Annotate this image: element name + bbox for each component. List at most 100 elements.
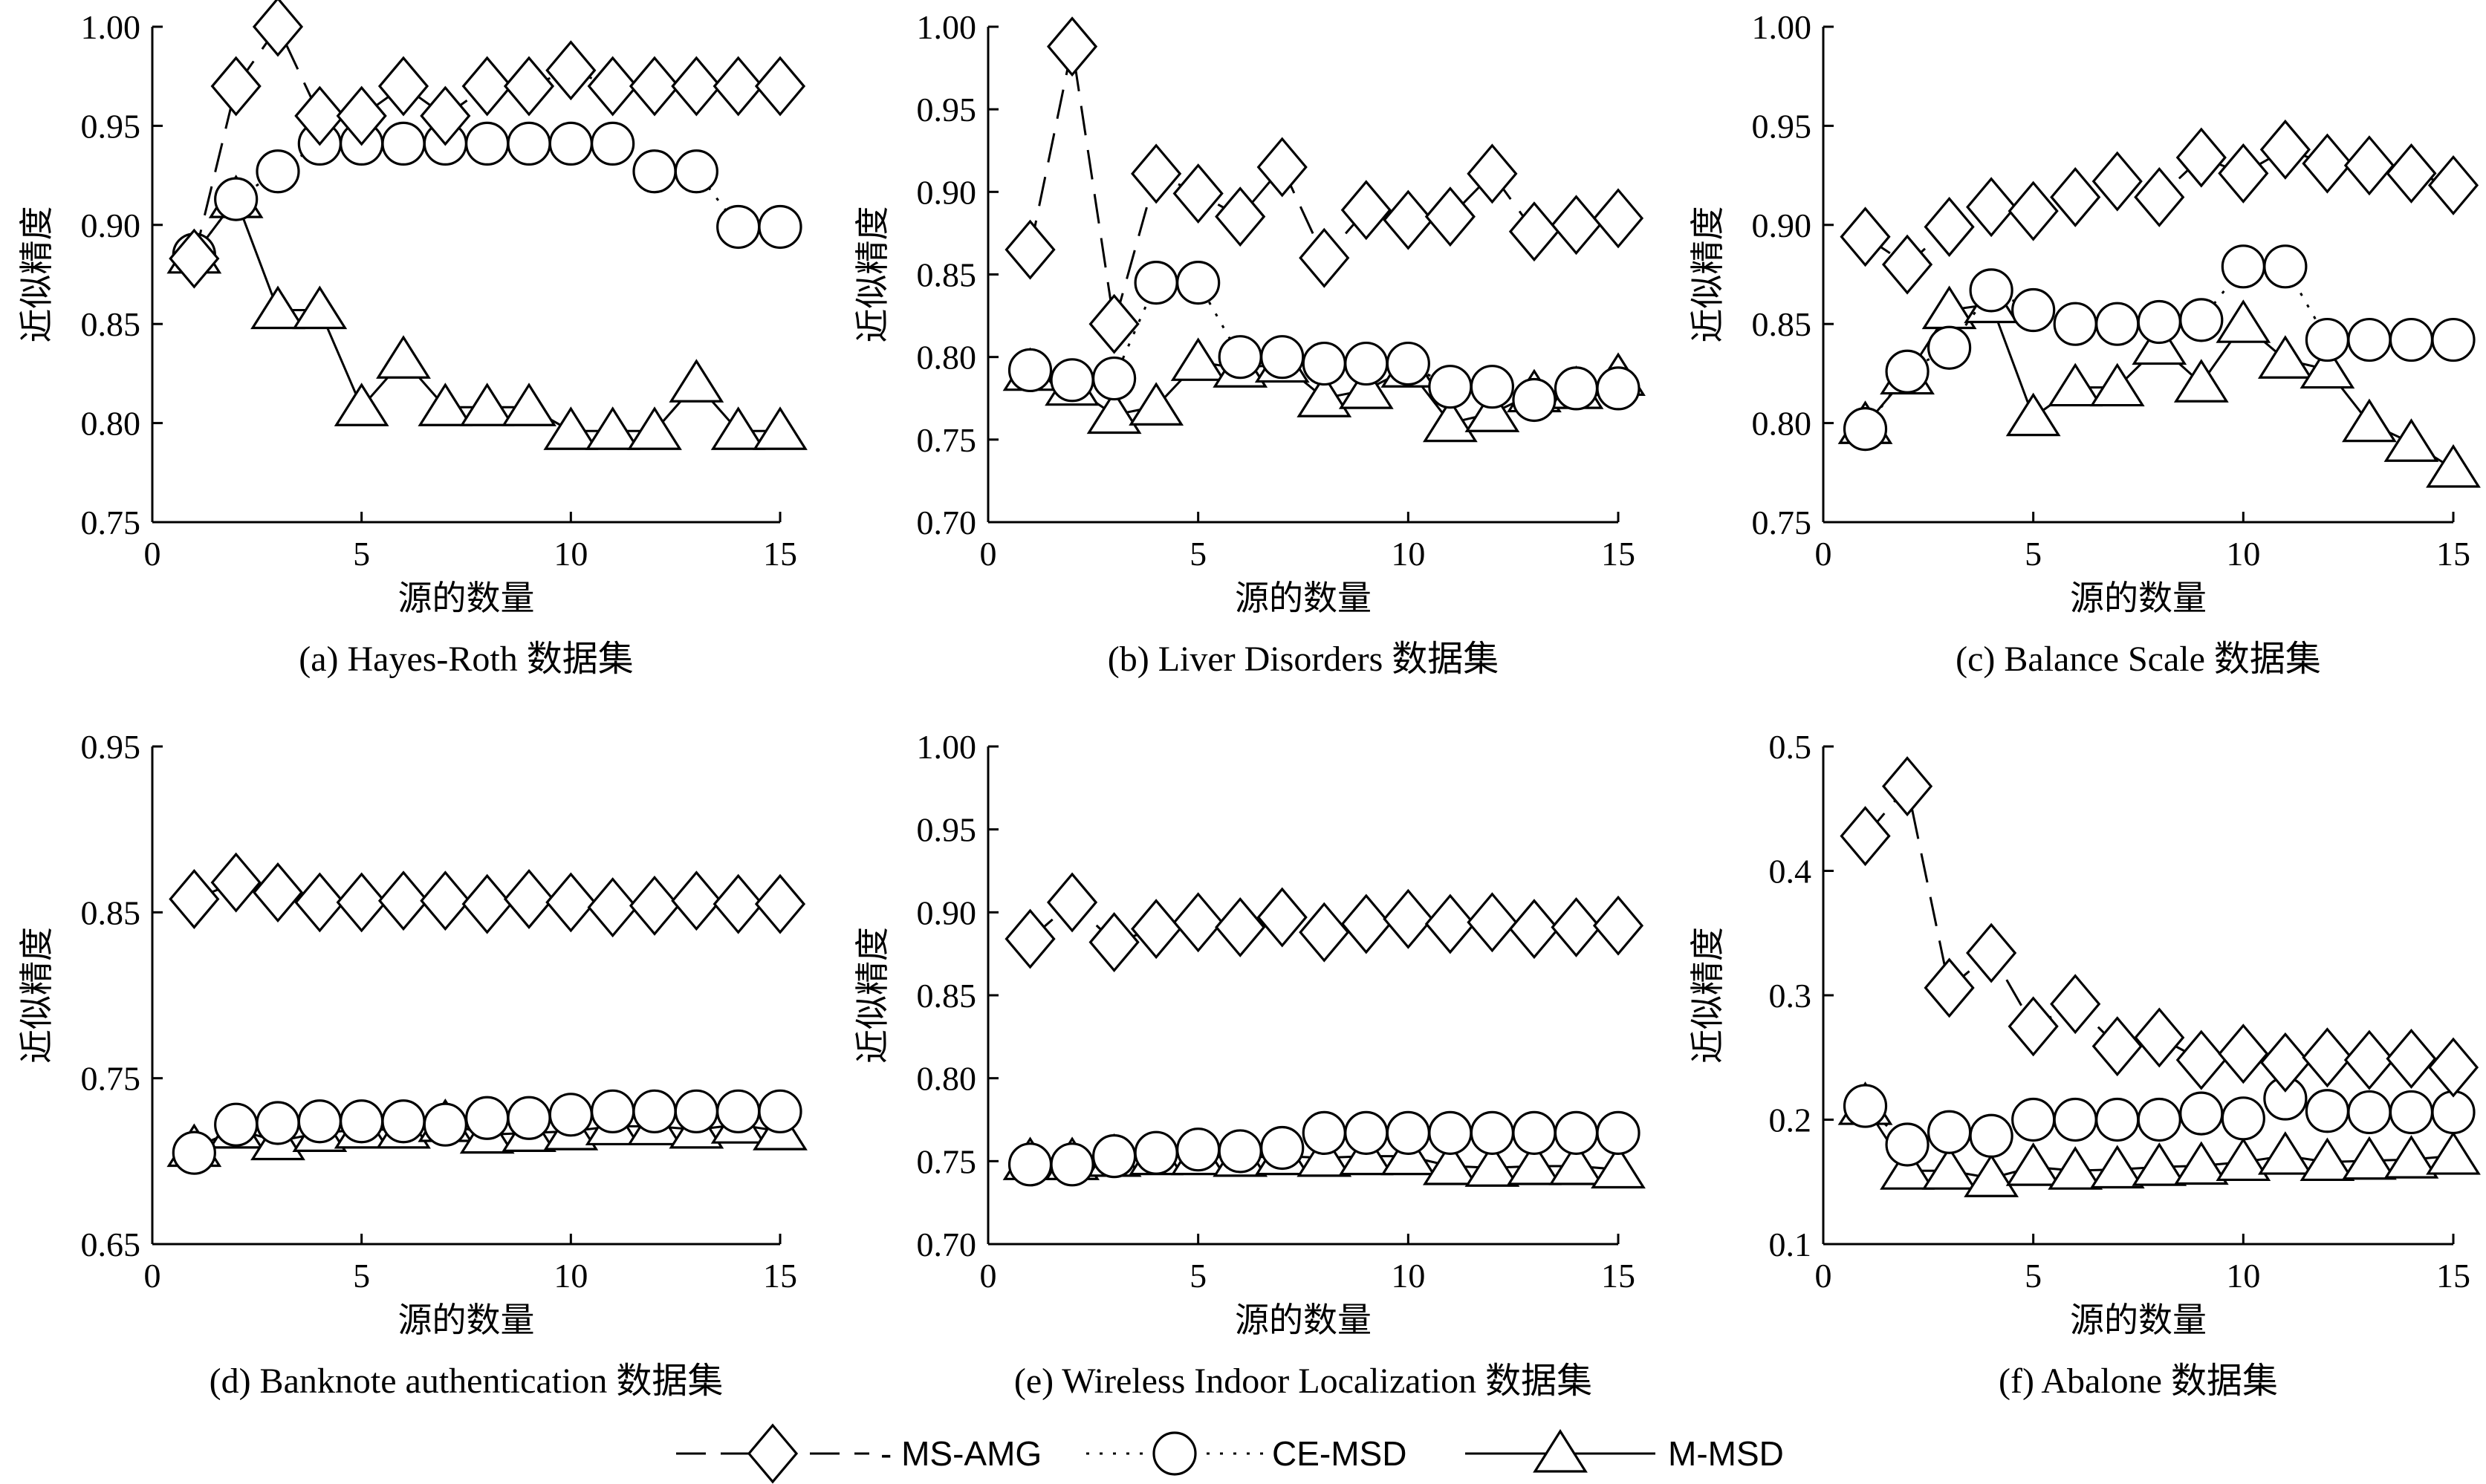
point-m [753,406,808,450]
point-ce [1596,366,1640,411]
series-m [1837,279,2481,488]
point-ms [2134,1007,2185,1068]
point-ce [2431,1090,2476,1135]
point-ms [2050,974,2101,1035]
point-ms [2175,1029,2227,1090]
point-ce [507,1096,551,1140]
point-m [2342,398,2397,443]
point-ce [1554,1110,1599,1155]
point-ce [591,121,635,166]
x-axis-label: 源的数量 [398,578,535,618]
point-ms [1424,894,1476,954]
point-ce [674,149,718,194]
point-ce [1428,365,1473,409]
point-ms [2427,1037,2479,1098]
point-ms [1966,177,2017,238]
point-m [2089,362,2145,407]
legend-item-m: M-MSD [1465,1428,1784,1473]
series-ce [1843,1076,2476,1167]
point-ms [252,862,304,923]
point-ms [1881,234,1933,295]
panel-caption: (d) Banknote authentication 数据集 [210,1361,724,1401]
x-tick-label: 5 [353,1257,370,1295]
point-ce [1050,1142,1094,1187]
point-ms [2427,154,2479,215]
point-ce [716,204,761,250]
panel-caption: (f) Abalone 数据集 [1999,1361,2278,1401]
point-m [2383,1135,2439,1179]
point-ce [1885,1122,1930,1167]
y-tick-label: 0.85 [917,977,977,1015]
series-ms [1005,872,1644,973]
x-tick-label: 15 [763,1257,797,1295]
point-ms [1840,206,1891,267]
y-tick-label: 0.80 [917,1060,977,1098]
point-ms [2134,166,2185,227]
point-m [1464,388,1520,432]
point-ms [629,56,681,117]
point-ce [674,1089,718,1133]
point-m [1338,365,1394,409]
point-ce [632,149,677,194]
y-tick-label: 0.75 [917,421,977,459]
point-m [2173,1141,2229,1185]
point-m [2216,299,2271,343]
point-ms [1508,899,1560,960]
y-tick-label: 0.75 [81,504,141,541]
point-ce [2263,244,2308,289]
x-tick-label: 10 [2226,535,2260,573]
y-tick-label: 0.90 [917,894,977,931]
chart-panel-2: 0.70 0.75 0.80 0.85 0.90 0.95 1.00 0 5 10 15 源的数量 近似… [852,8,1646,679]
y-axis-label: 近似精度 [1687,206,1727,343]
point-ce [591,1089,635,1133]
point-ce [1176,261,1221,305]
point-ce [1302,341,1346,386]
point-ms [2008,180,2059,241]
point-ce [1554,366,1599,411]
point-ms [377,56,429,117]
point-ce [1050,358,1094,403]
point-ce [465,121,510,166]
point-ce [548,121,593,166]
x-tick-label: 15 [1601,1257,1635,1295]
point-ms [1256,887,1308,948]
point-ce [1386,1110,1430,1155]
point-ce [1428,1110,1473,1155]
y-tick-label: 0.95 [81,728,141,766]
point-ce [1470,365,1515,409]
x-tick-label: 10 [1391,1257,1425,1295]
point-ms [336,872,387,933]
point-m [250,285,305,330]
y-tick-label: 0.2 [1769,1101,1812,1139]
point-ce [2305,317,2349,362]
point-m [543,406,599,450]
point-ce [1843,407,1888,452]
y-tick-label: 1.00 [1752,8,1812,46]
series-ce [172,1089,802,1175]
chart-panel-4: 0.65 0.75 0.85 0.95 0 5 10 15 源的数量 近似精度 (d) Bankno… [16,728,808,1401]
point-ce [423,1102,467,1147]
point-ms [1881,756,1933,817]
series-ce [172,121,802,277]
point-ce [2347,317,2392,362]
point-ms [210,852,262,913]
point-ms [1340,894,1392,954]
point-ce [2053,302,2097,346]
point-ms [545,872,597,933]
point-m [585,406,640,450]
point-ms [1840,806,1891,867]
x-tick-label: 0 [144,535,161,573]
point-ms [377,870,429,931]
point-m [2257,335,2313,379]
x-tick-label: 5 [2025,535,2042,573]
point-ce [1134,1130,1178,1175]
point-ce [2389,1090,2434,1135]
point-ms [1299,902,1350,963]
point-m [292,285,348,330]
point-ms [210,56,262,117]
x-tick-label: 10 [2226,1257,2260,1295]
point-ms [2302,1027,2353,1088]
x-tick-label: 15 [1601,535,1635,573]
y-tick-label: 1.00 [917,8,977,46]
